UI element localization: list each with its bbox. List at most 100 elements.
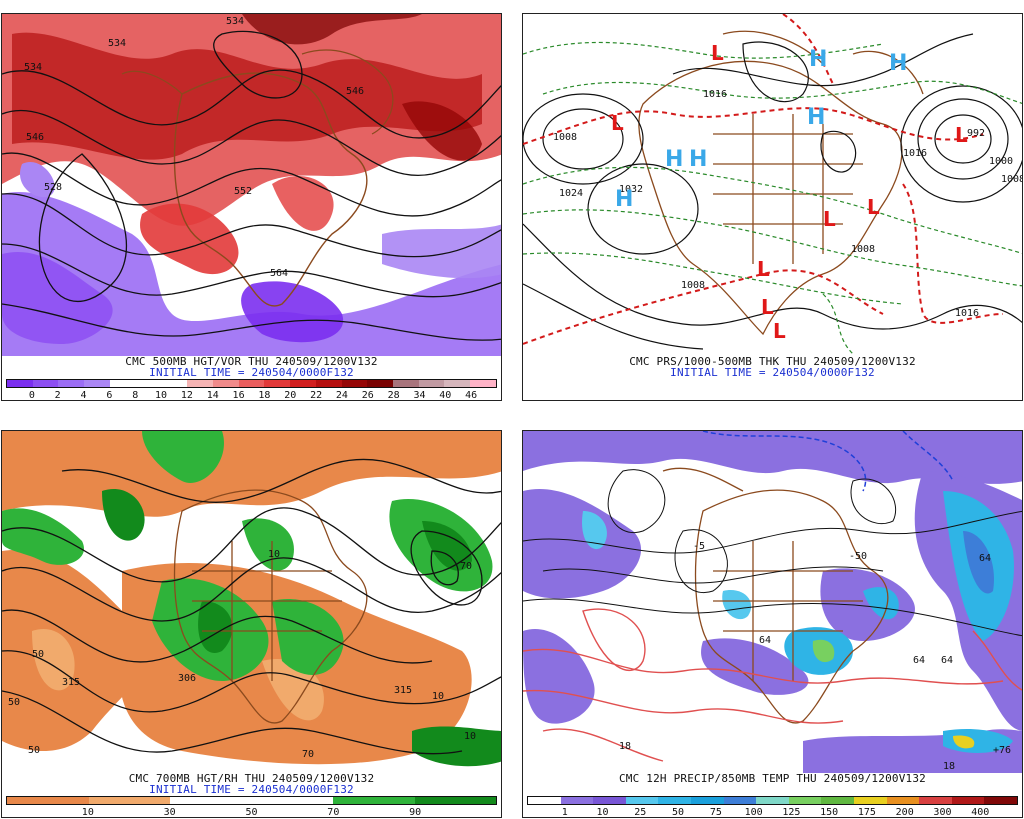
initial-time: INITIAL TIME = 240504/0000F132	[149, 783, 354, 796]
legend-tick-label: 6	[106, 390, 113, 401]
legend-swatch	[238, 380, 265, 387]
legend-ticks: 0 2 4 6 8 10 12 14 16 18 20 22 24 26 28 34 40 46	[6, 390, 497, 401]
contour-label: 546	[346, 86, 364, 97]
contour-label: 64	[979, 553, 991, 564]
contour-label: +76	[993, 745, 1011, 756]
contour-label: -50	[849, 551, 867, 562]
contour-label: 534	[108, 38, 126, 49]
panel-caption: CMC 700MB HGT/RH THU 240509/1200V132	[128, 772, 375, 785]
legend-tick-label: 28	[387, 390, 400, 401]
legend-tick-label: 26	[361, 390, 374, 401]
legend-tick-label: 12	[180, 390, 193, 401]
high-pressure-marker: H	[665, 147, 683, 172]
contour-label: 64	[913, 655, 925, 666]
low-pressure-marker: L	[761, 295, 774, 319]
legend-tick-label: 50	[245, 807, 258, 818]
panel-caption: CMC PRS/1000-500MB THK THU 240509/1200V1…	[629, 355, 916, 368]
contour-label: 50	[8, 697, 20, 708]
legend-tick-label: 150	[820, 807, 839, 818]
legend-tick-label: 30	[163, 807, 176, 818]
legend-swatch	[658, 797, 691, 804]
legend-tick-label: 2	[54, 390, 61, 401]
color-legend	[527, 796, 1018, 805]
legend-tick-label: 10	[81, 807, 94, 818]
legend-swatch	[333, 797, 374, 804]
contour-label: 64	[759, 635, 771, 646]
isobar-label: 1008	[553, 132, 577, 143]
legend-swatch	[264, 380, 291, 387]
legend-swatch	[292, 797, 333, 804]
contour-label: 18	[619, 741, 631, 752]
legend-tick-label: 8	[132, 390, 139, 401]
legend-swatch	[58, 380, 85, 387]
contour-label: 534	[24, 62, 42, 73]
legend-swatch	[84, 380, 110, 387]
legend-tick-label: 25	[634, 807, 647, 818]
legend-swatch	[32, 380, 59, 387]
legend-swatch	[444, 380, 471, 387]
legend-swatch	[821, 797, 854, 804]
contour-label: 534	[226, 16, 244, 27]
legend-swatch	[341, 380, 368, 387]
legend-tick-label: 200	[895, 807, 914, 818]
panel-pressure-thickness: 1008 1024 1032 1016 992 1000 1008 1016 1…	[522, 13, 1023, 401]
legend-tick-label: 4	[80, 390, 87, 401]
legend-tick-label: 1	[561, 807, 568, 818]
contour-label: 552	[234, 186, 252, 197]
legend-swatch	[528, 797, 561, 804]
legend-swatch	[7, 797, 48, 804]
legend-tick-label: 34	[413, 390, 426, 401]
legend-tick-label: 16	[232, 390, 245, 401]
contour-label: 50	[32, 649, 44, 660]
high-pressure-marker: H	[615, 187, 633, 212]
legend-swatch	[625, 797, 659, 804]
legend-swatch	[109, 380, 136, 387]
legend-swatch	[919, 797, 952, 804]
panel-precip-temperature: -5 -50 64 64 64 18 64 +76 18 CMC 12H PRE…	[522, 430, 1023, 818]
legend-swatch	[886, 797, 920, 804]
contour-label: 315	[394, 685, 412, 696]
legend-tick-label: 300	[933, 807, 952, 818]
legend-swatch	[251, 797, 293, 804]
legend-tick-label: 10	[155, 390, 168, 401]
low-pressure-marker: L	[955, 123, 968, 147]
legend-tick-label: 400	[971, 807, 990, 818]
legend-tick-label: 20	[284, 390, 297, 401]
contour-label: 564	[270, 268, 288, 279]
color-legend	[6, 796, 497, 805]
legend-tick-label: 75	[709, 807, 722, 818]
legend-tick-label: 10	[596, 807, 609, 818]
isobar-label: 1024	[559, 188, 583, 199]
legend-tick-label: 24	[335, 390, 348, 401]
legend-ticks: 1 10 25 50 75 100 125 150 175 200 300 400	[527, 807, 1018, 818]
legend-swatch	[187, 380, 213, 387]
high-pressure-marker: H	[889, 51, 907, 76]
legend-swatch	[367, 380, 394, 387]
legend-tick-label: 18	[258, 390, 271, 401]
legend-swatch	[560, 797, 594, 804]
legend-swatch	[756, 797, 789, 804]
contour-label: 50	[28, 745, 40, 756]
panel-caption: CMC 500MB HGT/VOR THU 240509/1200V132	[125, 355, 378, 368]
legend-tick-label: 40	[439, 390, 452, 401]
contour-label: 315	[62, 677, 80, 688]
legend-swatch	[212, 380, 239, 387]
initial-time: INITIAL TIME = 240504/0000F132	[670, 366, 875, 379]
legend-tick-label: 46	[465, 390, 478, 401]
legend-swatch	[88, 797, 130, 804]
color-legend	[6, 379, 497, 388]
contour-label: 10	[268, 549, 280, 560]
legend-tick-label: 175	[857, 807, 876, 818]
legend-swatch	[593, 797, 626, 804]
low-pressure-marker: L	[711, 41, 724, 65]
legend-tick-label: 100	[744, 807, 763, 818]
humidity-map: 315 306 50 50 10 10 70 315 10 50 70	[2, 431, 501, 773]
legend-swatch	[984, 797, 1017, 804]
low-pressure-marker: L	[611, 111, 624, 135]
isobar-label: 1008	[681, 280, 705, 291]
legend-tick-label: 90	[409, 807, 422, 818]
contour-label: 528	[44, 182, 62, 193]
isobar-label: 1016	[955, 308, 979, 319]
legend-swatch	[853, 797, 887, 804]
isobar-label: 1008	[851, 244, 875, 255]
